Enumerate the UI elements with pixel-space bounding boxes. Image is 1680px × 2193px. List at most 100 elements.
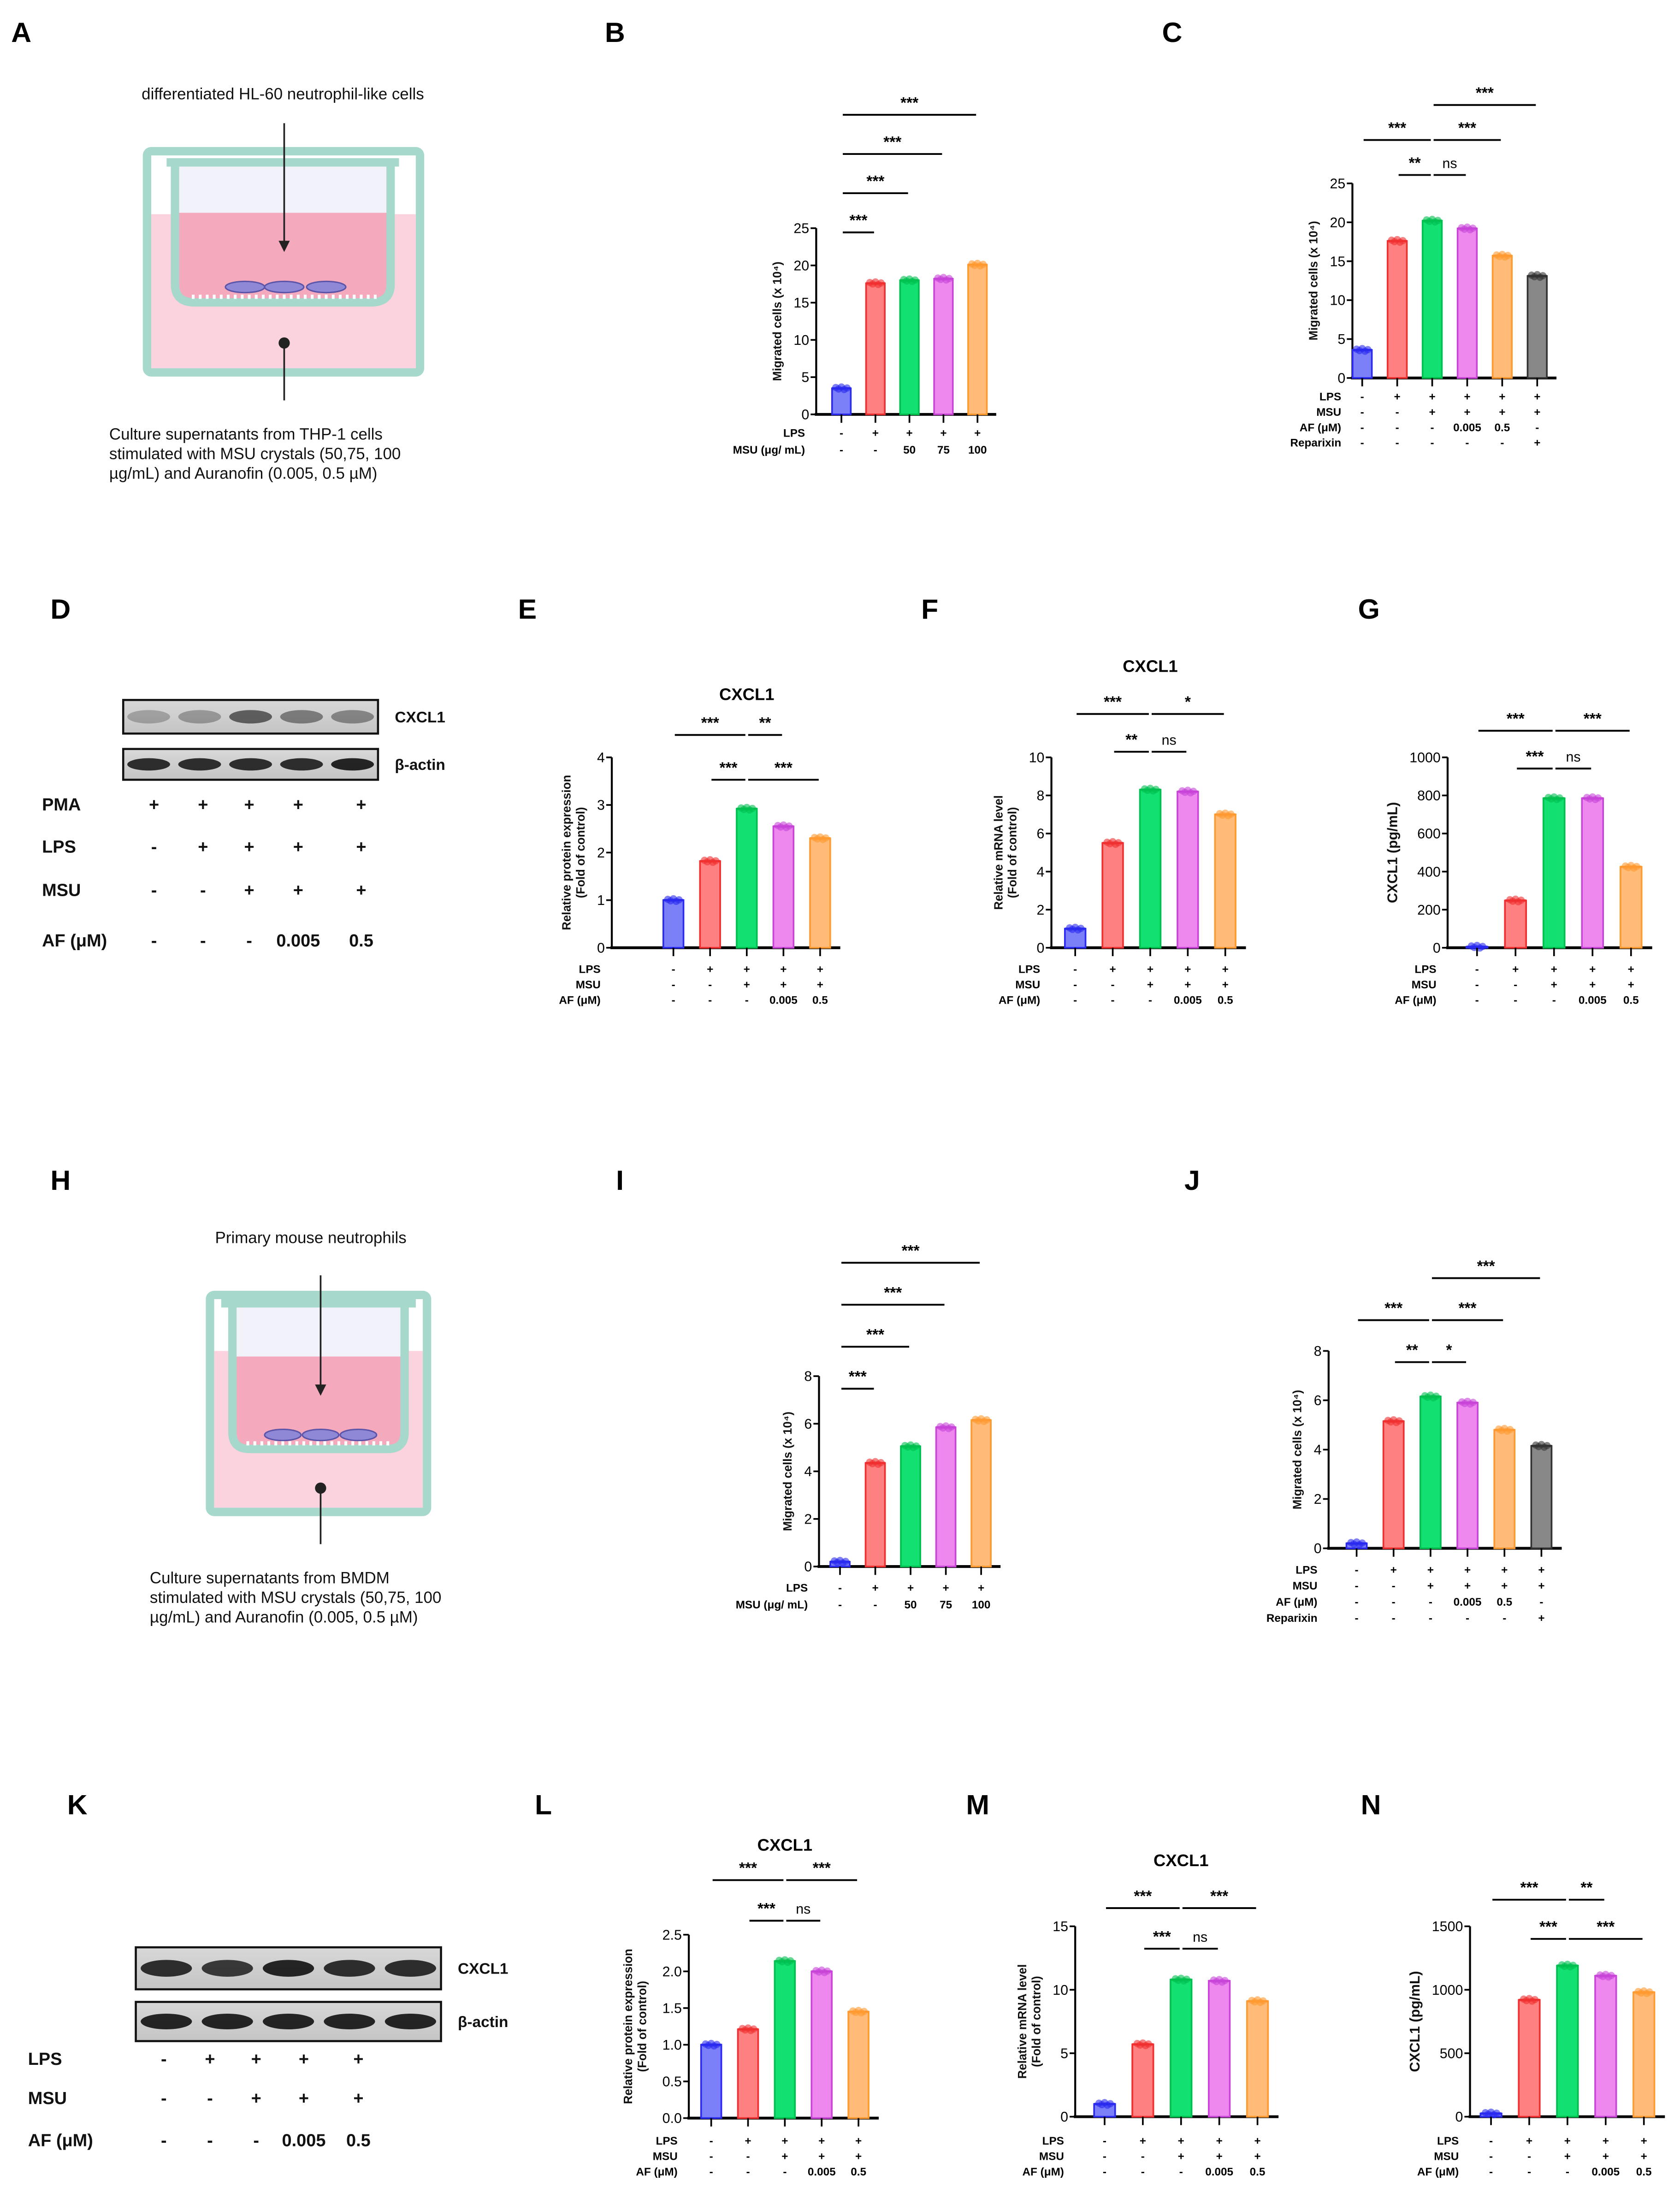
schematic-a-caption-line: stimulated with MSU crystals (50,75, 100 (109, 445, 401, 463)
data-point (1399, 237, 1407, 244)
blot-band (385, 2013, 436, 2030)
condition-value: - (745, 994, 749, 1006)
data-point (1506, 1426, 1514, 1433)
condition-value: - (746, 2166, 750, 2178)
schematic-a-caption-line: Culture supernatants from THP-1 cells (109, 426, 383, 443)
significance-label: *** (1539, 1919, 1557, 1936)
condition-row-label: Reparixin (1290, 437, 1342, 449)
panel-letter-d: D (50, 593, 71, 625)
blot-band (324, 2013, 375, 2030)
condition-row-label: AF (μM) (636, 2166, 677, 2178)
condition-value: - (708, 979, 712, 991)
condition-value: + (198, 795, 208, 815)
condition-value: + (244, 881, 254, 900)
y-tick-label: 6 (1036, 827, 1044, 842)
condition-value: - (1073, 994, 1077, 1006)
y-axis-label: CXCL1 (pg/mL) (1408, 1971, 1423, 2072)
condition-value: 75 (940, 1599, 952, 1611)
condition-value: + (1184, 979, 1191, 991)
data-point (1259, 1997, 1267, 2005)
condition-value: 0.5 (1250, 2166, 1266, 2178)
condition-value: + (745, 2135, 751, 2147)
bar (1214, 813, 1236, 949)
data-point (1645, 1988, 1653, 1996)
bar (1139, 789, 1162, 949)
panel-letters: A B C D E F G H I J K L M N (11, 17, 1381, 1820)
condition-value: + (251, 2089, 261, 2108)
condition-value: + (907, 1582, 914, 1595)
condition-row-label: MSU (42, 881, 81, 900)
blot-band (262, 1960, 314, 1977)
condition-value: - (1141, 2151, 1145, 2163)
blot-k: CXCL1 β-actin LPS - + + + + MSU - - + + + AF (μM) - - - 0.… (28, 1946, 508, 2150)
condition-row-label: MSU (1015, 979, 1040, 991)
y-tick-label: 1000 (1409, 750, 1441, 765)
condition-value: + (251, 2050, 261, 2069)
condition-row-label: LPS (1042, 2135, 1064, 2147)
condition-value: + (855, 2135, 862, 2147)
condition-value: + (1147, 964, 1154, 976)
condition-value: - (1355, 1612, 1359, 1625)
condition-value: + (1427, 1580, 1434, 1592)
blot-band-label: CXCL1 (458, 1961, 508, 1978)
condition-value: - (710, 2166, 713, 2178)
condition-value: + (353, 2089, 363, 2108)
condition-value: + (1464, 1564, 1471, 1576)
condition-value: - (1552, 994, 1556, 1006)
y-tick-label: 2.0 (663, 1964, 682, 1980)
condition-value: - (1392, 1612, 1396, 1625)
bar (967, 264, 988, 415)
condition-value: - (1396, 421, 1399, 434)
y-tick-label: 2 (804, 1512, 812, 1527)
significance-label: * (1185, 694, 1191, 711)
bar (736, 808, 758, 949)
condition-row-label: AF (μM) (999, 994, 1040, 1006)
y-tick-label: 5 (1060, 2046, 1068, 2061)
y-tick-label: 10 (1330, 293, 1345, 308)
condition-value: + (244, 837, 254, 857)
y-tick-label: 4 (1036, 864, 1044, 880)
condition-value: 0.005 (276, 931, 320, 951)
data-point (1504, 252, 1512, 259)
significance-label: *** (813, 1860, 831, 1877)
data-point (1106, 2100, 1114, 2108)
condition-value: + (1538, 1612, 1544, 1625)
condition-value: + (1628, 964, 1634, 976)
transwell-schematic-h: Primary mouse neutrophils Culture supern… (150, 1229, 441, 1626)
significance-label: *** (775, 759, 793, 776)
condition-value: + (356, 881, 366, 900)
significance-label: *** (1507, 710, 1525, 727)
condition-value: - (151, 881, 157, 900)
schematic-h-top-label: Primary mouse neutrophils (215, 1229, 407, 1247)
data-point (785, 822, 793, 830)
panel-letter-g: G (1358, 593, 1380, 625)
condition-value: + (744, 964, 750, 976)
significance-label: *** (1476, 85, 1494, 102)
bar (1177, 791, 1199, 949)
y-tick-label: 20 (1330, 215, 1345, 231)
condition-value: - (1361, 421, 1364, 434)
condition-value: - (672, 964, 675, 976)
condition-value: - (710, 2151, 713, 2163)
condition-value: 0.5 (1497, 1596, 1512, 1608)
significance-label: *** (1459, 1300, 1477, 1317)
condition-value: - (873, 1599, 877, 1611)
y-tick-label: 8 (804, 1369, 812, 1384)
bar (970, 1419, 992, 1567)
data-point (1569, 1962, 1577, 1969)
bar (1493, 1429, 1516, 1549)
data-point (749, 804, 756, 812)
transwell-schematic-a: differentiated HL-60 neutrophil-like cel… (109, 85, 425, 483)
condition-value: + (817, 964, 823, 976)
y-tick-label: 4 (1314, 1442, 1322, 1458)
bar (1518, 1999, 1541, 2118)
condition-row-label: AF (μM) (28, 2131, 93, 2150)
condition-value: + (818, 2151, 825, 2163)
y-tick-label: 0 (1455, 2110, 1463, 2125)
significance-label: *** (1104, 694, 1122, 711)
significance-label: ** (1406, 1342, 1418, 1359)
significance-label: *** (701, 715, 719, 732)
